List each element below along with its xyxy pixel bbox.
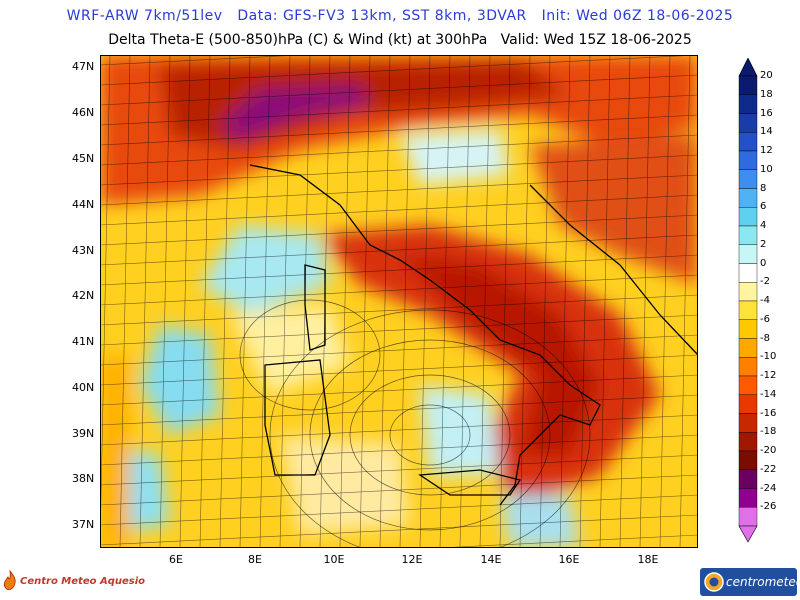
- lat-label-44n: 44N: [72, 198, 95, 211]
- colorbar-swatch: [738, 357, 758, 377]
- colorbar-swatch: [738, 507, 758, 527]
- colorbar-label: 0: [760, 257, 767, 269]
- colorbar-swatch: [738, 244, 758, 264]
- lat-label-47n: 47N: [72, 60, 95, 73]
- colorbar-label: 2: [760, 238, 767, 250]
- colorbar-swatch: [738, 300, 758, 320]
- colorbar-label: -4: [760, 295, 770, 306]
- colorbar-swatch: [738, 413, 758, 433]
- colorbar-swatch: [738, 450, 758, 470]
- lat-label-40n: 40N: [72, 381, 95, 394]
- colorbar-label: 14: [760, 126, 773, 138]
- title-line-1: WRF-ARW 7km/51lev Data: GFS-FV3 13km, SS…: [66, 8, 734, 24]
- colorbar-label: -12: [760, 370, 777, 381]
- colorbar-swatch: [738, 225, 758, 245]
- lat-label-38n: 38N: [72, 472, 95, 485]
- colorbar-swatch: [738, 469, 758, 489]
- logo-left-text: Centro Meteo Aquesio: [20, 576, 145, 587]
- lon-label-12e: 12E: [401, 553, 423, 566]
- colorbar-label: 6: [760, 201, 767, 213]
- colorbar-label: 10: [760, 163, 773, 175]
- lon-label-10e: 10E: [323, 553, 345, 566]
- colorbar-swatch: [738, 375, 758, 395]
- colorbar-label: -10: [760, 351, 777, 363]
- logo-globe-icon: [704, 572, 724, 592]
- lat-label-45n: 45N: [72, 152, 95, 165]
- colorbar-swatch: [738, 432, 758, 452]
- colorbar-label: -20: [760, 445, 777, 456]
- lon-label-8e: 8E: [248, 553, 262, 566]
- colorbar-swatch: [738, 94, 758, 114]
- colorbar-swatch: [738, 150, 758, 170]
- logo-right-text: centrometeo: [726, 575, 800, 589]
- title-line-2: Delta Theta-E (500-850)hPa (C) & Wind (k…: [108, 32, 692, 48]
- lon-label-6e: 6E: [169, 553, 183, 566]
- colorbar-label: -18: [760, 426, 777, 438]
- lat-label-41n: 41N: [72, 335, 95, 348]
- colorbar-swatch: [738, 338, 758, 358]
- colorbar-swatch: [738, 319, 758, 339]
- lon-label-16e: 16E: [558, 553, 580, 566]
- colorbar-swatch: [738, 75, 758, 95]
- weather-map: [100, 55, 698, 548]
- colorbar-swatch: [738, 488, 758, 508]
- colorbar-label: -14: [760, 388, 777, 400]
- colorbar-label: -22: [760, 463, 777, 475]
- colorbar-label: -6: [760, 313, 770, 325]
- lat-label-46n: 46N: [72, 106, 95, 119]
- lon-label-14e: 14E: [480, 553, 502, 566]
- colorbar-label: -26: [760, 501, 777, 513]
- colorbar-swatch: [738, 263, 758, 283]
- lat-label-37n: 37N: [72, 518, 95, 531]
- colorbar-label: 12: [760, 145, 773, 156]
- colorbar-swatch: [738, 394, 758, 414]
- logo-centro-meteo-aquesio: Centro Meteo Aquesio: [2, 569, 145, 594]
- colorbar-swatch: [738, 207, 758, 227]
- colorbar-swatch: [738, 169, 758, 189]
- lat-label-39n: 39N: [72, 427, 95, 440]
- colorbar-label: 20: [760, 70, 773, 81]
- colorbar-swatch: [738, 113, 758, 133]
- colorbar-label: -2: [760, 276, 770, 288]
- colorbar-label: -24: [760, 482, 777, 494]
- logo-centrometeo: centrometeo: [700, 568, 800, 596]
- colorbar-label: 16: [760, 107, 773, 119]
- logo-flame-icon: [3, 569, 16, 590]
- colorbar-label: 4: [760, 220, 767, 231]
- colorbar: [738, 58, 758, 543]
- lat-label-42n: 42N: [72, 289, 95, 302]
- colorbar-label: 8: [760, 182, 767, 194]
- colorbar-swatch: [738, 132, 758, 152]
- colorbar-label: 18: [760, 88, 773, 100]
- colorbar-label: -16: [760, 407, 777, 419]
- lat-label-43n: 43N: [72, 244, 95, 257]
- colorbar-swatch: [738, 188, 758, 208]
- colorbar-label: -8: [760, 332, 770, 344]
- colorbar-swatch: [738, 282, 758, 302]
- lon-label-18e: 18E: [637, 553, 659, 566]
